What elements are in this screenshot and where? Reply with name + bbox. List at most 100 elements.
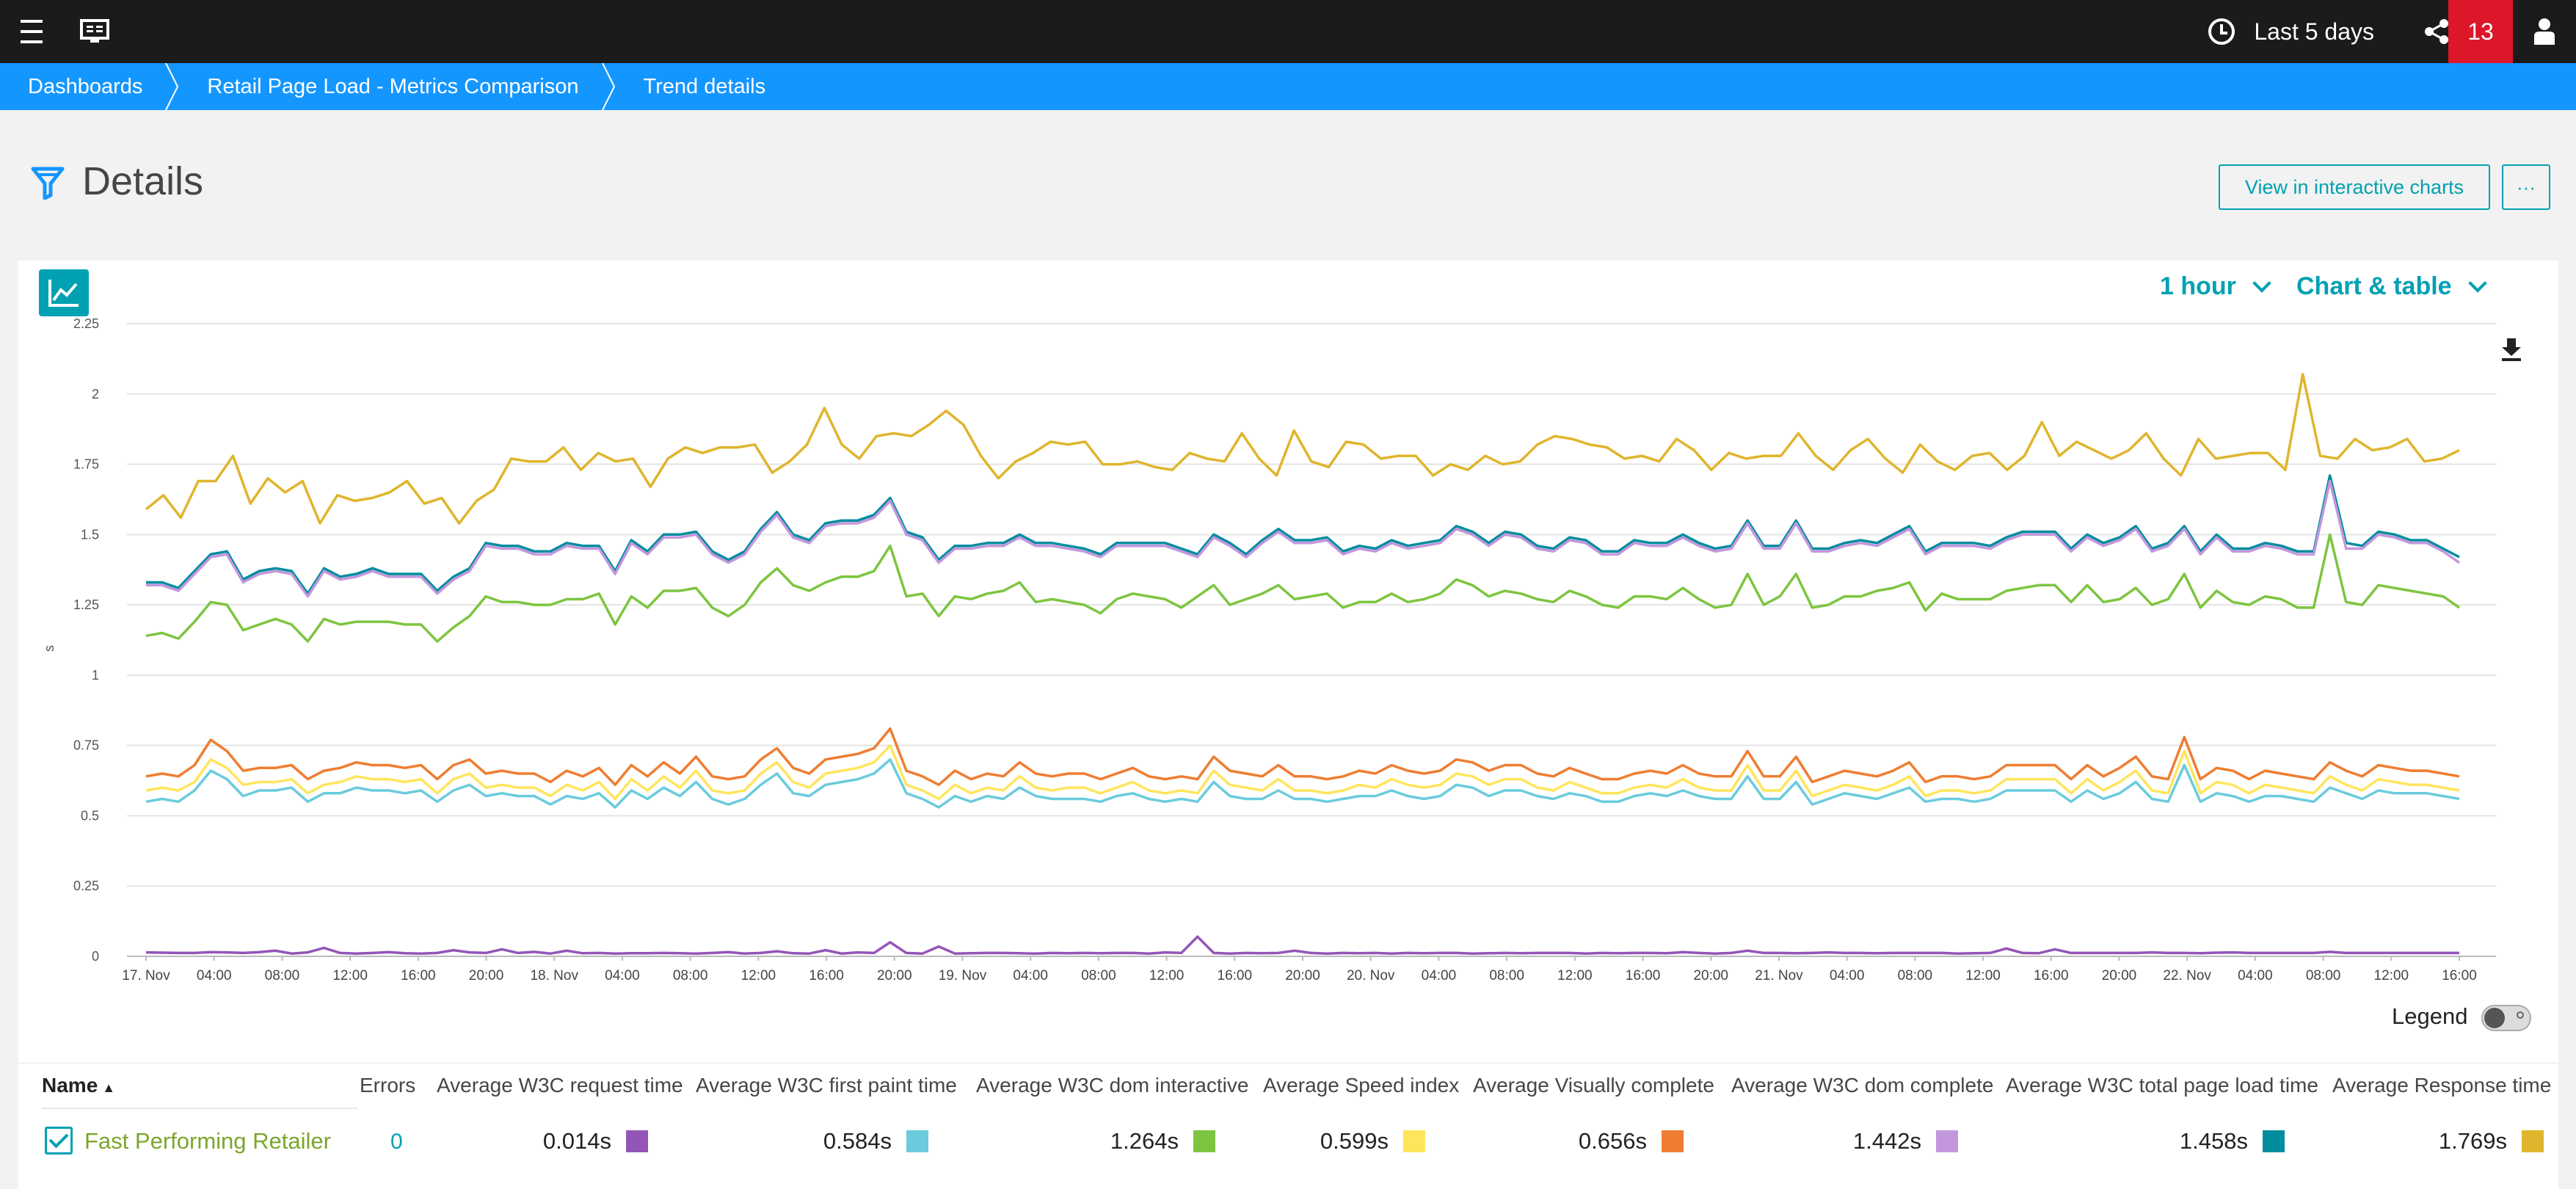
divider xyxy=(42,1108,357,1109)
row-name-link[interactable]: Fast Performing Retailer xyxy=(84,1128,331,1154)
x-tick-label: 20:00 xyxy=(1693,968,1728,983)
table-header: Name ▲ Errors Average W3C request time Av… xyxy=(18,1063,2558,1109)
x-tick-label: 08:00 xyxy=(265,968,300,983)
page-title: Details xyxy=(82,159,204,203)
page-header: Details View in interactive charts ··· xyxy=(0,110,2576,257)
x-tick-label: 08:00 xyxy=(673,968,708,983)
x-tick-label: 04:00 xyxy=(2238,968,2273,983)
y-tick-label: 0.75 xyxy=(73,738,99,753)
chart-panel: 1 hour Chart & table s 0 0.25 0.5 0.75 1 1.25… xyxy=(18,261,2558,1189)
breadcrumb-dashboards[interactable]: Dashboards xyxy=(0,63,179,110)
column-header-speed-index[interactable]: Average Speed index xyxy=(1263,1074,1460,1097)
color-swatch xyxy=(1662,1130,1684,1152)
chevron-down-icon xyxy=(2467,273,2487,293)
monitor-icon[interactable] xyxy=(76,0,113,63)
x-tick-label: 12:00 xyxy=(1965,968,2001,983)
x-tick-label: 16:00 xyxy=(1218,968,1253,983)
view-mode-dropdown[interactable]: Chart & table xyxy=(2296,272,2487,301)
column-header-response-time[interactable]: Average Response time xyxy=(2332,1074,2552,1097)
x-tick-label: 20:00 xyxy=(2102,968,2137,983)
x-tick-label: 20:00 xyxy=(469,968,504,983)
y-tick-label: 1.25 xyxy=(73,597,99,612)
top-bar: Last 5 days 13 xyxy=(0,0,2576,63)
y-tick-label: 1.5 xyxy=(81,527,99,542)
column-header-dom-complete[interactable]: Average W3C dom complete xyxy=(1731,1074,1994,1097)
x-tick-label: 20:00 xyxy=(877,968,912,983)
timeframe-selector[interactable]: Last 5 days xyxy=(2208,0,2374,63)
cell-speed-index: 0.599s xyxy=(1320,1128,1425,1155)
x-tick-label: 04:00 xyxy=(1830,968,1865,983)
column-header-first-paint[interactable]: Average W3C first paint time xyxy=(696,1074,957,1097)
y-tick-label: 2 xyxy=(92,387,99,401)
color-swatch xyxy=(2263,1130,2285,1152)
x-tick-label: 18. Nov xyxy=(530,968,578,983)
x-tick-label: 08:00 xyxy=(1489,968,1524,983)
x-tick-label: 21. Nov xyxy=(1755,968,1803,983)
y-tick-label: 0.25 xyxy=(73,879,99,893)
breadcrumb-separator xyxy=(601,63,615,110)
x-tick-label: 16:00 xyxy=(2442,968,2477,983)
x-tick-label: 04:00 xyxy=(197,968,232,983)
x-tick-label: 22. Nov xyxy=(2163,968,2211,983)
color-swatch xyxy=(626,1130,648,1152)
sort-ascending-icon: ▲ xyxy=(102,1080,116,1095)
color-swatch xyxy=(1936,1130,1958,1152)
table-row: Fast Performing Retailer 0 0.014s 0.584s… xyxy=(18,1109,2558,1168)
column-header-total-page-load[interactable]: Average W3C total page load time xyxy=(2006,1074,2318,1097)
row-errors-link[interactable]: 0 xyxy=(390,1130,403,1154)
y-tick-label: 0 xyxy=(92,949,99,964)
color-swatch xyxy=(2522,1130,2544,1152)
cell-visually-complete: 0.656s xyxy=(1579,1128,1684,1155)
y-tick-label: 1.75 xyxy=(73,457,99,472)
series-line-average-w3c-total-page-load-time xyxy=(146,474,2460,595)
cell-total-page-load: 1.458s xyxy=(2180,1128,2285,1155)
x-tick-label: 08:00 xyxy=(2306,968,2341,983)
column-header-dom-interactive[interactable]: Average W3C dom interactive xyxy=(976,1074,1249,1097)
x-tick-label: 08:00 xyxy=(1898,968,1933,983)
cell-dom-complete: 1.442s xyxy=(1853,1128,1958,1155)
x-tick-label: 12:00 xyxy=(1557,968,1593,983)
series-line-average-response-time xyxy=(145,373,2460,525)
user-icon[interactable] xyxy=(2513,0,2576,63)
resolution-dropdown[interactable]: 1 hour xyxy=(2160,272,2271,301)
color-swatch xyxy=(906,1130,928,1152)
menu-icon[interactable] xyxy=(16,0,47,63)
x-tick-label: 04:00 xyxy=(605,968,640,983)
series-line-average-w3c-dom-complete xyxy=(146,479,2460,598)
x-tick-label: 08:00 xyxy=(1081,968,1116,983)
legend-toggle[interactable] xyxy=(2481,1005,2531,1031)
line-chart: 0 0.25 0.5 0.75 1 1.25 1.5 1.75 2 2.25 17. Nov 04:0… xyxy=(73,316,2496,983)
timeframe-label: Last 5 days xyxy=(2254,18,2374,45)
download-icon[interactable] xyxy=(2499,337,2524,362)
breadcrumb-retail-page-load[interactable]: Retail Page Load - Metrics Comparison xyxy=(179,63,615,110)
column-header-name[interactable]: Name ▲ xyxy=(42,1074,116,1097)
series-line-average-speed-index xyxy=(145,743,2460,801)
view-interactive-charts-button[interactable]: View in interactive charts xyxy=(2219,164,2490,210)
share-icon[interactable] xyxy=(2415,0,2459,63)
chevron-down-icon xyxy=(2252,273,2271,293)
column-header-errors[interactable]: Errors xyxy=(360,1074,416,1097)
notification-badge[interactable]: 13 xyxy=(2448,0,2513,63)
chart-type-icon[interactable] xyxy=(39,269,89,316)
cell-dom-interactive: 1.264s xyxy=(1110,1128,1215,1155)
cell-response-time: 1.769s xyxy=(2439,1128,2544,1155)
x-tick-label: 20:00 xyxy=(1285,968,1320,983)
series-line-average-w3c-request-time xyxy=(145,935,2459,955)
column-header-request-time[interactable]: Average W3C request time xyxy=(437,1074,683,1097)
resolution-label: 1 hour xyxy=(2160,272,2236,300)
x-tick-label: 17. Nov xyxy=(122,968,170,983)
color-swatch xyxy=(1193,1130,1215,1152)
y-tick-label: 0.5 xyxy=(81,808,99,823)
filter-icon[interactable] xyxy=(31,166,65,200)
column-header-visually-complete[interactable]: Average Visually complete xyxy=(1473,1074,1714,1097)
x-tick-label: 12:00 xyxy=(2374,968,2409,983)
toggle-knob xyxy=(2484,1008,2505,1028)
more-options-button[interactable]: ··· xyxy=(2502,164,2550,210)
row-checkbox[interactable] xyxy=(45,1127,73,1155)
cell-first-paint: 0.584s xyxy=(823,1128,928,1155)
x-tick-label: 19. Nov xyxy=(939,968,987,983)
series-line-average-w3c-dom-interactive xyxy=(145,533,2460,643)
x-tick-label: 16:00 xyxy=(1626,968,1661,983)
x-tick-label: 12:00 xyxy=(332,968,368,983)
legend-label: Legend xyxy=(2392,1003,2468,1029)
